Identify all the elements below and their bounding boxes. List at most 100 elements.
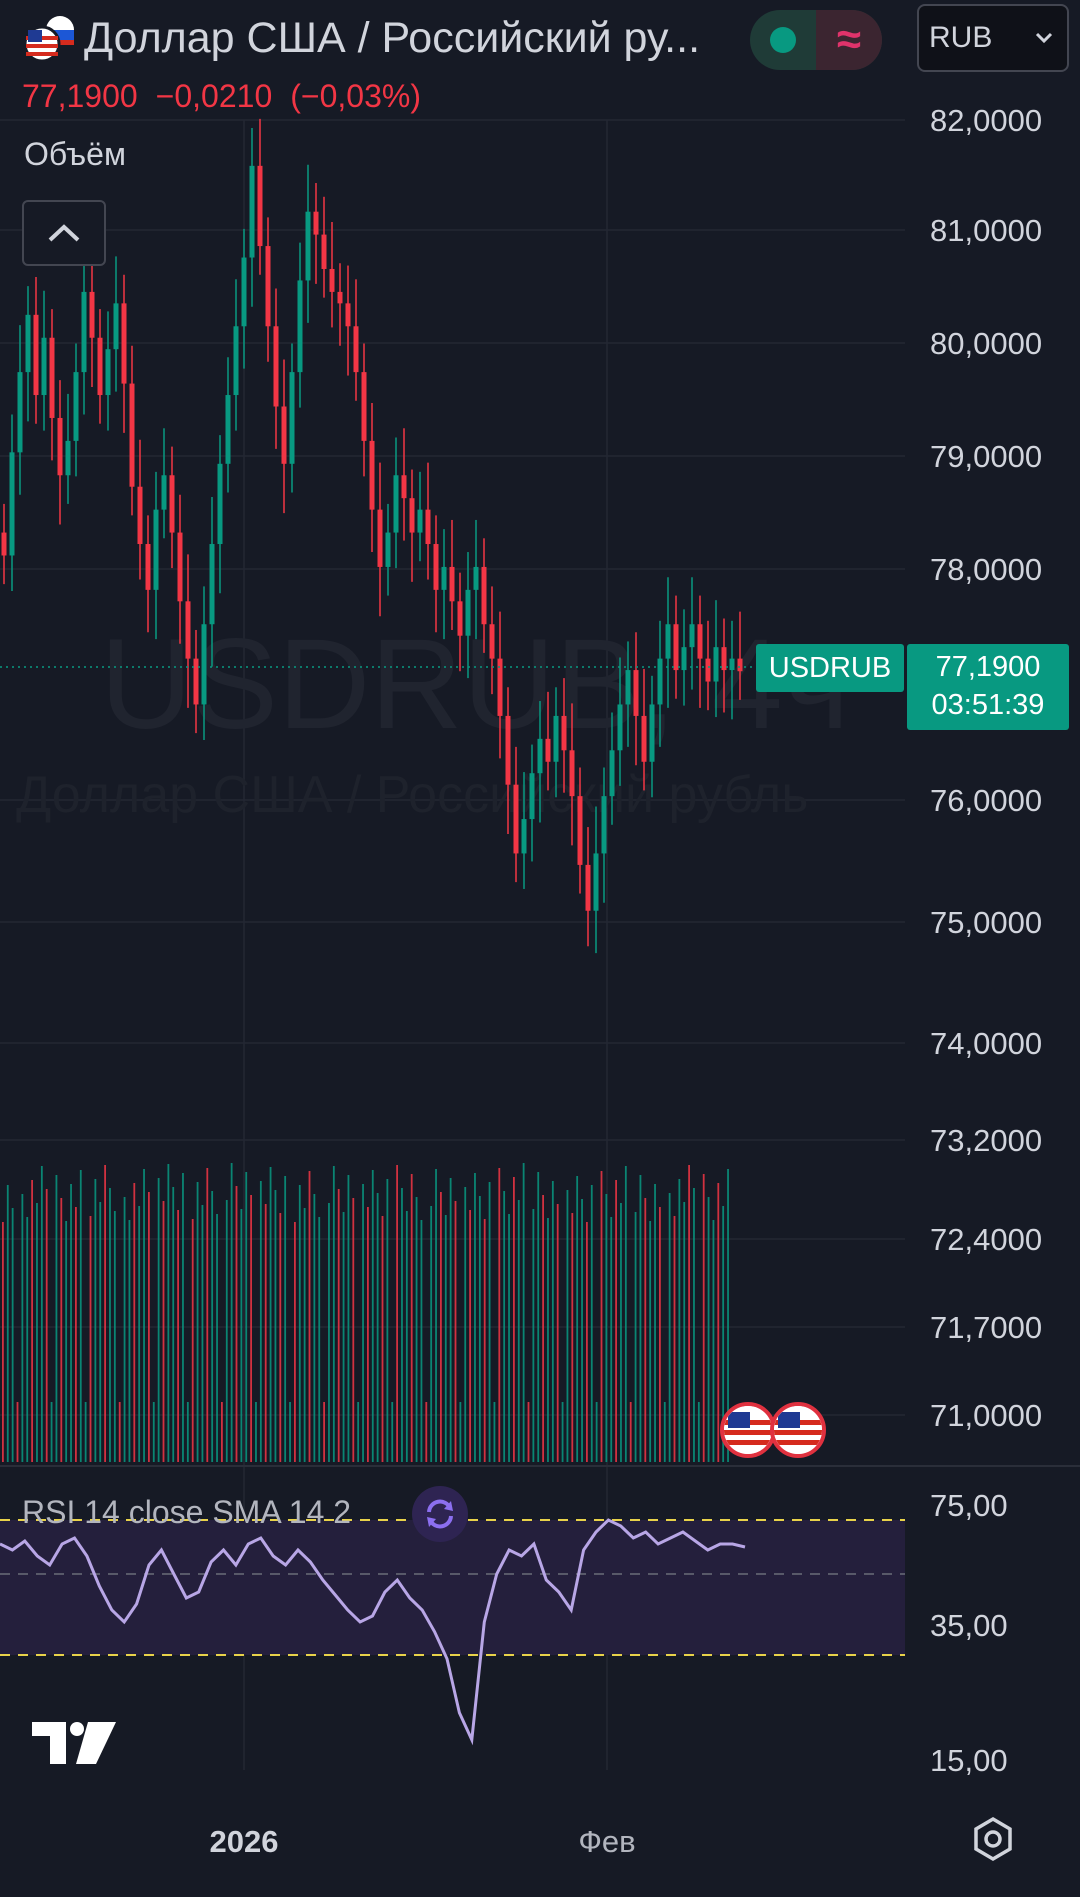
volume-bar xyxy=(620,1203,622,1462)
candle xyxy=(89,244,95,388)
rsi-tick-label: 35,00 xyxy=(930,1608,1008,1643)
volume-bar xyxy=(727,1169,729,1462)
rsi-band xyxy=(0,1520,905,1655)
candle xyxy=(225,357,231,493)
volume-bar xyxy=(654,1184,656,1462)
rsi-label[interactable]: RSI 14 close SMA 14 2 xyxy=(22,1494,352,1530)
volume-bar xyxy=(255,1402,257,1462)
volume-bar xyxy=(605,1194,608,1462)
volume-bar xyxy=(113,1211,116,1462)
volume-bar xyxy=(590,1185,593,1462)
candle xyxy=(537,701,543,823)
candle xyxy=(473,519,479,640)
volume-bar xyxy=(688,1165,690,1462)
volume-bar xyxy=(493,1402,496,1462)
market-status-toggle[interactable]: ≈ xyxy=(750,10,882,70)
price-tag: 77,1900 03:51:39 xyxy=(907,644,1069,730)
candle xyxy=(409,469,415,582)
candle xyxy=(329,221,335,328)
volume-bar xyxy=(513,1177,515,1462)
price-axis[interactable]: 82,0000 81,0000 80,0000 79,0000 78,0000 76,00… xyxy=(930,103,1042,1433)
volume-bar xyxy=(410,1174,413,1462)
volume-bar xyxy=(36,1203,38,1462)
volume-bar xyxy=(551,1181,554,1462)
price-tick-label: 81,0000 xyxy=(930,213,1042,248)
candle xyxy=(625,641,631,747)
candle xyxy=(417,471,423,562)
candle xyxy=(289,343,295,493)
candle xyxy=(153,471,159,640)
volume-bar xyxy=(298,1185,301,1462)
candle xyxy=(593,806,599,954)
candle xyxy=(705,620,711,711)
settings-icon[interactable] xyxy=(970,1816,1016,1862)
price-tick-label: 74,0000 xyxy=(930,1026,1042,1061)
tradingview-logo-icon[interactable] xyxy=(30,1718,120,1773)
volume-bar xyxy=(177,1210,179,1462)
volume-bar xyxy=(109,1188,111,1462)
price-change-percent: (−0,03%) xyxy=(290,78,421,114)
volume-bar xyxy=(191,1219,194,1462)
candle xyxy=(209,497,215,667)
flag-us-ru-icon[interactable] xyxy=(22,14,78,64)
candle xyxy=(345,265,351,376)
volume-bar xyxy=(659,1207,661,1462)
volume-bar xyxy=(6,1185,9,1462)
volume-bar xyxy=(45,1189,48,1462)
volume-bar xyxy=(425,1402,428,1462)
volume-bar xyxy=(94,1179,97,1462)
candle xyxy=(57,380,63,525)
candle xyxy=(697,595,703,708)
currency-value: RUB xyxy=(929,21,993,54)
candle xyxy=(1,503,7,585)
volume-bar xyxy=(683,1202,686,1462)
volume-bar xyxy=(386,1179,389,1462)
symbol-title[interactable]: Доллар США / Российский ру... xyxy=(84,14,701,62)
volume-bar xyxy=(225,1200,228,1462)
volume-bar xyxy=(206,1168,209,1462)
volume-bar xyxy=(415,1197,418,1462)
volume-bar xyxy=(99,1202,102,1462)
event-marker-us-flag-icon[interactable] xyxy=(720,1402,776,1458)
volume-bar xyxy=(610,1217,613,1462)
volume-bar xyxy=(362,1184,364,1462)
candle xyxy=(601,767,607,903)
candle xyxy=(201,586,207,740)
candle xyxy=(121,274,127,433)
volume-label[interactable]: Объём xyxy=(24,136,126,172)
collapse-button[interactable] xyxy=(22,200,106,266)
candle xyxy=(297,242,303,408)
candle xyxy=(737,611,743,700)
candle xyxy=(281,359,287,514)
volume-bar xyxy=(70,1184,72,1462)
volume-bar xyxy=(454,1201,457,1462)
volume-bar xyxy=(381,1216,384,1462)
volume-bar xyxy=(649,1221,652,1462)
price-tick-label: 80,0000 xyxy=(930,326,1042,361)
volume-bar xyxy=(600,1171,603,1462)
candle xyxy=(361,343,367,477)
price-tick-label: 79,0000 xyxy=(930,439,1042,474)
watermark-description: Доллар США / Российский рубль xyxy=(16,766,808,824)
candle xyxy=(689,577,695,690)
candle xyxy=(545,691,551,791)
volume-bar xyxy=(352,1198,355,1462)
volume-bar xyxy=(405,1211,408,1462)
event-marker-us-flag-icon[interactable] xyxy=(770,1402,826,1458)
candle xyxy=(433,515,439,633)
price-tick-label: 72,4000 xyxy=(930,1222,1042,1257)
market-status-icon[interactable] xyxy=(750,10,816,70)
refresh-icon[interactable] xyxy=(412,1486,468,1542)
volume-bar xyxy=(712,1220,715,1462)
rsi-axis[interactable]: 75,00 35,00 15,00 xyxy=(930,1488,1008,1778)
wave-icon[interactable]: ≈ xyxy=(816,10,882,70)
candle xyxy=(425,462,431,580)
volume-bar xyxy=(332,1166,335,1462)
candle xyxy=(633,632,639,766)
volume-bar xyxy=(65,1221,68,1462)
time-axis[interactable]: 2026 Фев xyxy=(210,1824,636,1859)
volume-bar xyxy=(328,1203,330,1462)
currency-select[interactable]: RUB xyxy=(917,4,1069,72)
candle xyxy=(561,678,567,793)
